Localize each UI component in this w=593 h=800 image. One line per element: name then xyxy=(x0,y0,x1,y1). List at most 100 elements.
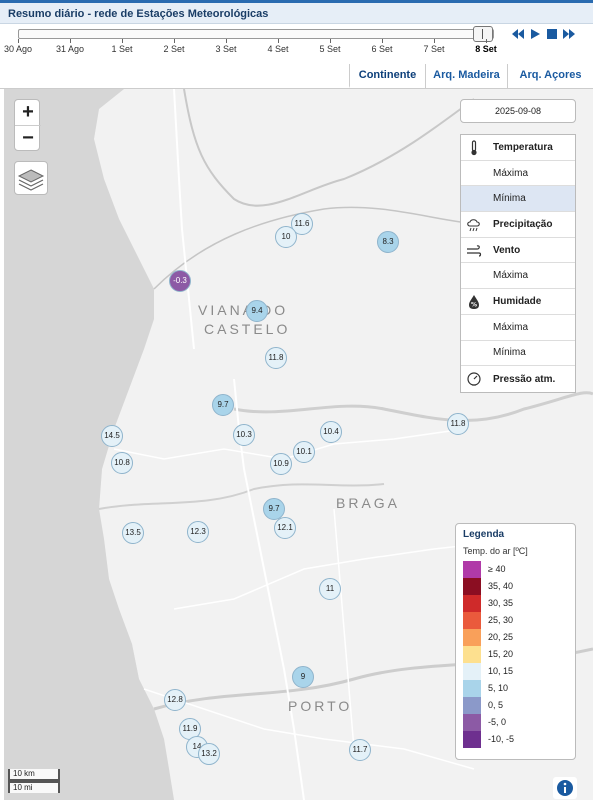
timeline-handle[interactable] xyxy=(473,26,493,42)
scale-mi: 10 mi xyxy=(8,781,60,793)
station-marker[interactable]: 11.8 xyxy=(265,347,287,369)
legend-item: 0, 5 xyxy=(463,697,573,714)
station-marker[interactable]: 12.8 xyxy=(164,689,186,711)
station-marker[interactable]: -0.3 xyxy=(169,270,191,292)
legend-label: 10, 15 xyxy=(488,666,514,676)
layers-button[interactable] xyxy=(14,161,48,195)
station-marker[interactable]: 11 xyxy=(319,578,341,600)
menu-item-vento-maxima[interactable]: Máxima xyxy=(461,263,575,290)
menu-item-humidade[interactable]: % Humidade xyxy=(461,289,575,315)
menu-item-humidade-minima[interactable]: Mínima xyxy=(461,341,575,367)
rewind-icon[interactable] xyxy=(512,28,524,40)
legend-label: 35, 40 xyxy=(488,581,514,591)
menu-item-temperatura[interactable]: Temperatura xyxy=(461,135,575,161)
legend-item: 15, 20 xyxy=(463,646,573,663)
layers-icon xyxy=(17,169,45,191)
legend-swatch xyxy=(463,680,481,697)
tab-continente[interactable]: Continente xyxy=(349,64,425,88)
info-button[interactable] xyxy=(553,777,577,799)
legend-label: 20, 25 xyxy=(488,632,514,642)
timeline-tick-label[interactable]: 7 Set xyxy=(423,44,445,54)
place-label: PORTO xyxy=(288,698,353,714)
station-marker[interactable]: 14.5 xyxy=(101,425,123,447)
menu-item-vento[interactable]: Vento xyxy=(461,238,575,264)
station-marker[interactable]: 8.3 xyxy=(377,231,399,253)
humidity-icon: % xyxy=(469,295,479,310)
menu-item-temperatura-minima[interactable]: Mínima xyxy=(461,186,575,213)
map-canvas[interactable]: + − VIANA DO CASTELO BRAGA PORTO 11.6 10… xyxy=(4,89,593,800)
tick-mark xyxy=(382,39,383,43)
variable-menu: Temperatura Máxima Mínima Precipitação V… xyxy=(460,134,576,393)
play-icon[interactable] xyxy=(529,28,541,40)
timeline-tick-label[interactable]: 3 Set xyxy=(215,44,237,54)
zoom-in-button[interactable]: + xyxy=(15,100,41,126)
menu-item-precipitacao[interactable]: Precipitação xyxy=(461,212,575,238)
station-marker[interactable]: 11.6 xyxy=(291,213,313,235)
tick-mark xyxy=(434,39,435,43)
legend-swatch xyxy=(463,714,481,731)
region-tabs: Continente Arq. Madeira Arq. Açores xyxy=(0,64,593,89)
legend-title: Legenda xyxy=(463,529,505,540)
legend-item: 25, 30 xyxy=(463,612,573,629)
timeline-tick-label[interactable]: 5 Set xyxy=(319,44,341,54)
legend-subtitle: Temp. do ar [ºC] xyxy=(463,546,528,556)
tab-arq-acores[interactable]: Arq. Açores xyxy=(507,64,593,88)
timeline-tick-label[interactable]: 6 Set xyxy=(371,44,393,54)
tick-mark xyxy=(330,39,331,43)
station-marker[interactable]: 11.7 xyxy=(349,739,371,761)
pressure-gauge-icon xyxy=(467,372,481,386)
date-timeline[interactable]: 30 Ago 31 Ago 1 Set 2 Set 3 Set 4 Set 5 … xyxy=(0,24,593,64)
legend-swatch xyxy=(463,663,481,680)
legend-swatch xyxy=(463,561,481,578)
station-marker[interactable]: 10.3 xyxy=(233,424,255,446)
date-display[interactable]: 2025-09-08 xyxy=(460,99,576,123)
legend-label: -5, 0 xyxy=(488,717,507,727)
tick-mark xyxy=(122,39,123,43)
menu-item-humidade-maxima[interactable]: Máxima xyxy=(461,315,575,341)
station-marker[interactable]: 12.3 xyxy=(187,521,209,543)
svg-text:%: % xyxy=(471,302,477,309)
legend-label: ≥ 40 xyxy=(488,564,506,574)
station-marker[interactable]: 13.5 xyxy=(122,522,144,544)
timeline-tick-label[interactable]: 1 Set xyxy=(111,44,133,54)
place-label: VIANA DO xyxy=(198,302,289,318)
station-marker[interactable]: 10.4 xyxy=(320,421,342,443)
zoom-out-button[interactable]: − xyxy=(22,127,34,149)
tick-mark xyxy=(70,39,71,43)
timeline-tick-label[interactable]: 2 Set xyxy=(163,44,185,54)
station-marker[interactable]: 9.7 xyxy=(212,394,234,416)
legend-box: Legenda Temp. do ar [ºC] ≥ 40 35, 40 30,… xyxy=(455,523,576,760)
station-marker[interactable]: 12.1 xyxy=(274,517,296,539)
station-marker[interactable]: 10.1 xyxy=(293,441,315,463)
station-marker[interactable]: 9 xyxy=(292,666,314,688)
info-icon xyxy=(557,780,573,796)
station-marker[interactable]: 10.9 xyxy=(270,453,292,475)
legend-swatch xyxy=(463,697,481,714)
menu-item-pressao[interactable]: Pressão atm. xyxy=(461,366,575,392)
fast-forward-icon[interactable] xyxy=(563,28,575,40)
legend-item: -10, -5 xyxy=(463,731,573,748)
station-marker[interactable]: 10.8 xyxy=(111,452,133,474)
zoom-control: + − xyxy=(14,99,41,151)
legend-label: 5, 10 xyxy=(488,683,509,693)
app-header: Resumo diário - rede de Estações Meteoro… xyxy=(0,0,593,24)
page-title: Resumo diário - rede de Estações Meteoro… xyxy=(8,8,269,20)
timeline-tick-label[interactable]: 4 Set xyxy=(267,44,289,54)
menu-item-label: Temperatura xyxy=(493,141,553,153)
timeline-tick-label-selected[interactable]: 8 Set xyxy=(475,44,497,54)
timeline-tick-label[interactable]: 30 Ago xyxy=(3,44,33,54)
station-marker[interactable]: 10 xyxy=(275,226,297,248)
station-marker[interactable]: 13.2 xyxy=(198,743,220,765)
timeline-tick-label[interactable]: 31 Ago xyxy=(55,44,85,54)
menu-item-label: Humidade xyxy=(493,295,542,307)
legend-item: 30, 35 xyxy=(463,595,573,612)
tab-arq-madeira[interactable]: Arq. Madeira xyxy=(425,64,507,88)
stop-icon[interactable] xyxy=(546,28,558,40)
legend-swatch xyxy=(463,629,481,646)
station-marker[interactable]: 11.8 xyxy=(447,413,469,435)
timeline-track[interactable] xyxy=(18,29,494,39)
menu-item-temperatura-maxima[interactable]: Máxima xyxy=(461,161,575,187)
tick-mark xyxy=(278,39,279,43)
station-marker[interactable]: 9.7 xyxy=(263,498,285,520)
station-marker[interactable]: 9.4 xyxy=(246,300,268,322)
